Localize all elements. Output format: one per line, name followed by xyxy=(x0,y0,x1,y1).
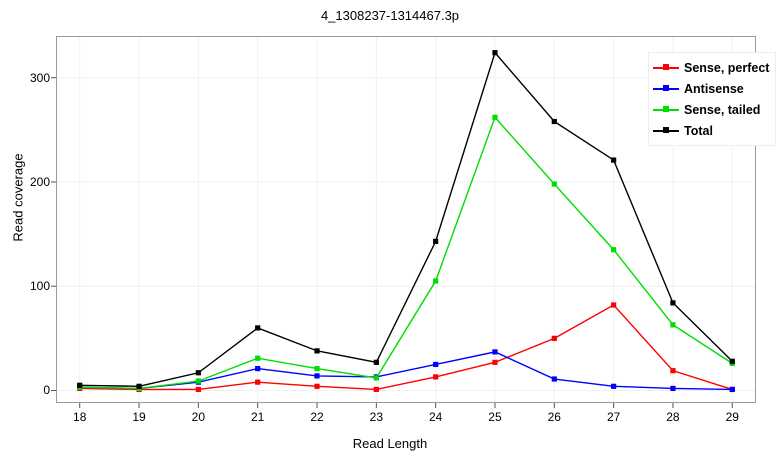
legend-item[interactable]: Sense, tailed xyxy=(653,99,769,120)
chart-legend: Sense, perfect Antisense Sense, tailed Tota… xyxy=(648,52,777,146)
x-tick-label: 24 xyxy=(428,410,443,424)
x-axis-label: Read Length xyxy=(352,436,428,451)
legend-marker-icon xyxy=(653,103,679,117)
legend-item-label: Sense, perfect xyxy=(684,60,770,75)
y-tick-label: 300 xyxy=(29,70,50,85)
legend-marker-icon xyxy=(653,124,679,138)
x-tick-label: 29 xyxy=(725,410,739,424)
legend-marker-icon xyxy=(653,82,679,96)
y-axis-ticks: 0 100 200 300 xyxy=(0,0,50,460)
legend-item-label: Sense, tailed xyxy=(684,102,761,117)
x-tick-label: 20 xyxy=(191,410,206,424)
x-tick-label: 19 xyxy=(132,410,146,424)
legend-item-label: Antisense xyxy=(684,81,744,96)
y-tick-label: 100 xyxy=(29,279,50,294)
y-tick-label: 200 xyxy=(29,174,50,189)
x-tick-label: 21 xyxy=(251,410,265,424)
y-axis-label: Read coverage xyxy=(10,153,26,242)
legend-item[interactable]: Antisense xyxy=(653,78,769,99)
x-tick-label: 25 xyxy=(488,410,502,424)
y-tick-label: 0 xyxy=(43,383,50,398)
x-tick-label: 23 xyxy=(369,410,383,424)
x-tick-label: 27 xyxy=(606,410,621,424)
chart-title: 4_1308237-1314467.3p xyxy=(320,8,460,23)
legend-item[interactable]: Total xyxy=(653,120,769,141)
x-tick-label: 28 xyxy=(666,410,680,424)
legend-item-label: Total xyxy=(684,123,713,138)
legend-marker-icon xyxy=(653,61,679,75)
legend-item[interactable]: Sense, perfect xyxy=(653,57,769,78)
x-tick-label: 26 xyxy=(547,410,561,424)
x-tick-label: 22 xyxy=(310,410,324,424)
x-tick-label: 18 xyxy=(73,410,87,424)
